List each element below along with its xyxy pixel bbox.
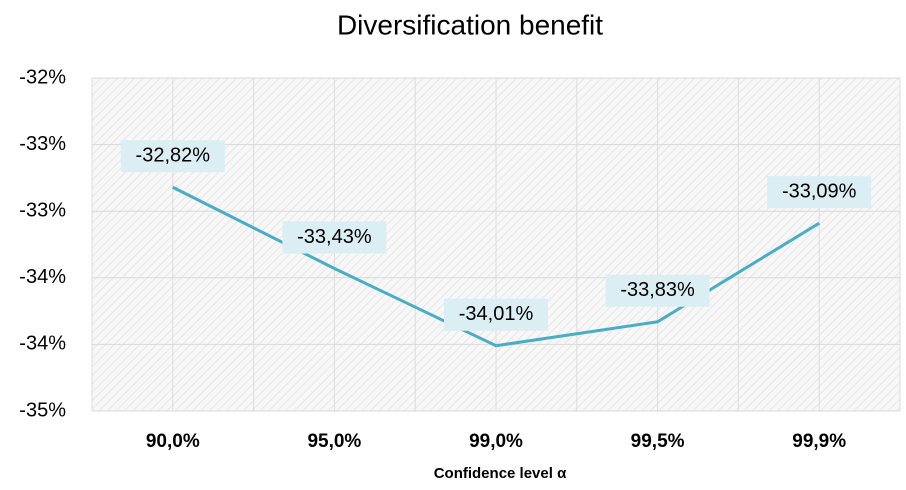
y-tick-label: -33% (19, 133, 66, 155)
y-tick-label: -32% (19, 66, 66, 88)
chart-title: Diversification benefit (337, 9, 603, 40)
x-axis-label: Confidence level α (434, 465, 567, 482)
data-label-box (282, 221, 387, 254)
y-tick-label: -33% (19, 199, 66, 221)
data-label-box (605, 274, 710, 307)
x-tick-label: 99,5% (631, 431, 685, 452)
data-label-box (444, 298, 548, 331)
data-label-box (120, 140, 225, 173)
data-label: -33,83% (620, 279, 695, 301)
data-label: -32,82% (136, 145, 211, 167)
data-label: -33,43% (297, 226, 372, 248)
x-tick-label: 95,0% (307, 431, 361, 452)
x-tick-label: 90,0% (146, 431, 200, 452)
x-tick-label: 99,9% (792, 431, 846, 452)
y-tick-label: -34% (19, 333, 66, 355)
data-label: -34,01% (459, 303, 534, 325)
line (172, 185, 820, 348)
x-tick-label: 99,0% (469, 431, 523, 452)
y-tick-label: -35% (19, 399, 66, 421)
y-tick-label: -34% (19, 266, 66, 288)
data-label-box (767, 176, 872, 209)
data-label: -33,09% (782, 180, 857, 202)
